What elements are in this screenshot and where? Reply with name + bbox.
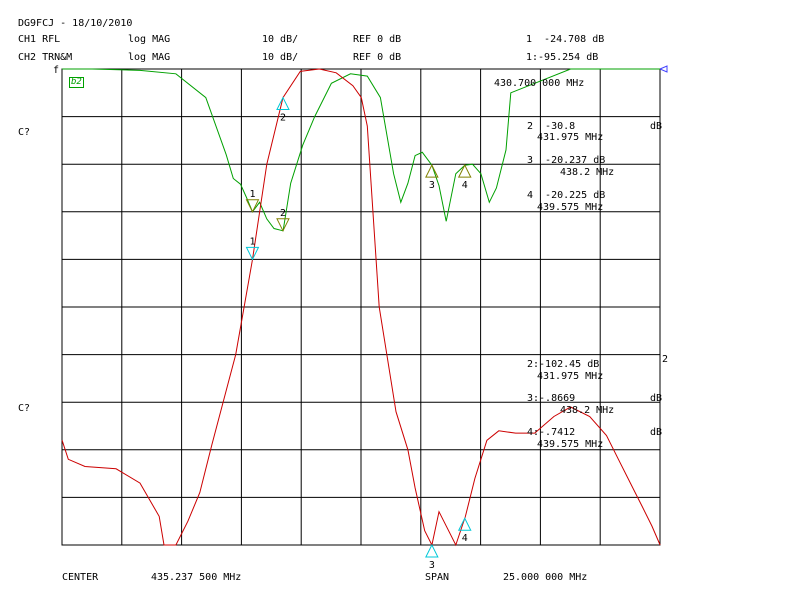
- ref-marker-right: [658, 65, 668, 73]
- ch1-marker-3: [425, 164, 439, 178]
- ch1-marker-2-label: 2: [280, 208, 286, 219]
- ch2-side-label: C?: [18, 403, 31, 414]
- span-label: SPAN: [425, 572, 450, 583]
- center-value: 435.237 500 MHz: [151, 572, 242, 583]
- ch2-marker-2: [276, 96, 290, 111]
- chart-traces: [61, 68, 661, 547]
- ch1-marker3-value: 3 -20.237 dB: [527, 155, 606, 166]
- ch1-marker-3-label: 3: [429, 180, 435, 191]
- ch1-side-label: C?: [18, 127, 31, 138]
- ch2-marker4-unit: dB: [650, 427, 663, 438]
- display-title: DG9FCJ - 18/10/2010: [18, 18, 133, 29]
- ch1-marker-2: [276, 218, 290, 232]
- trace-badge: b2: [69, 77, 84, 88]
- ch2-format: log MAG: [128, 52, 171, 63]
- ch1-marker1-readout: 1 -24.708 dB: [526, 34, 605, 45]
- ch2-marker1-readout: 1:-95.254 dB: [526, 52, 599, 63]
- ch2-trace: [61, 68, 661, 547]
- ch1-marker2-value: 2 -30.8: [527, 121, 576, 132]
- ch1-marker1-frequency: 430.700 000 MHz: [494, 78, 585, 89]
- ch1-marker-4: [457, 164, 472, 178]
- ch2-marker-1: [245, 246, 260, 261]
- ch1-format: log MAG: [128, 34, 171, 45]
- ch1-marker2-unit: dB: [650, 121, 663, 132]
- ch2-marker2-value: 2:-102.45 dB: [527, 359, 600, 370]
- ch2-marker-4-label: 4: [462, 533, 468, 544]
- ch2-scale: 10 dB/: [262, 52, 299, 63]
- ch2-marker-4: [457, 517, 472, 531]
- ch1-ref: REF 0 dB: [353, 34, 402, 45]
- ch2-end-marker-label: 2: [662, 354, 668, 365]
- center-label: CENTER: [62, 572, 99, 583]
- ch1-marker4-frequency: 439.575 MHz: [537, 202, 604, 213]
- ch2-marker2-frequency: 431.975 MHz: [537, 371, 604, 382]
- ch1-marker-1-label: 1: [249, 189, 255, 200]
- ch1-marker4-value: 4 -20.225 dB: [527, 190, 606, 201]
- ch2-marker-2-label: 2: [280, 113, 286, 124]
- ch2-ref: REF 0 dB: [353, 52, 402, 63]
- ch1-marker2-frequency: 431.975 MHz: [537, 132, 604, 143]
- ch2-marker3-unit: dB: [650, 393, 663, 404]
- ch1-label: CH1 RFL: [18, 34, 61, 45]
- ch1-trace: [62, 68, 661, 232]
- ch2-marker4-frequency: 439.575 MHz: [537, 439, 604, 450]
- ch2-marker3-value: 3:-.8669: [527, 393, 576, 404]
- ch2-marker-1-label: 1: [249, 236, 255, 247]
- ref-marker-left: f: [53, 65, 59, 76]
- span-value: 25.000 000 MHz: [503, 572, 588, 583]
- ch2-marker-3-label: 3: [429, 560, 435, 571]
- ch2-marker3-frequency: 438.2 MHz: [560, 405, 615, 416]
- ch2-label: CH2 TRN&M: [18, 52, 73, 63]
- chart-markers: 1 2 3 4 1 2 3 4: [245, 96, 472, 571]
- ch1-scale: 10 dB/: [262, 34, 299, 45]
- ch2-marker-3: [425, 543, 439, 558]
- ch1-marker-4-label: 4: [462, 180, 468, 191]
- ch2-marker4-value: 4:-.7412: [527, 427, 576, 438]
- ch1-marker3-frequency: 438.2 MHz: [560, 167, 615, 178]
- ch1-marker-1: [245, 199, 260, 213]
